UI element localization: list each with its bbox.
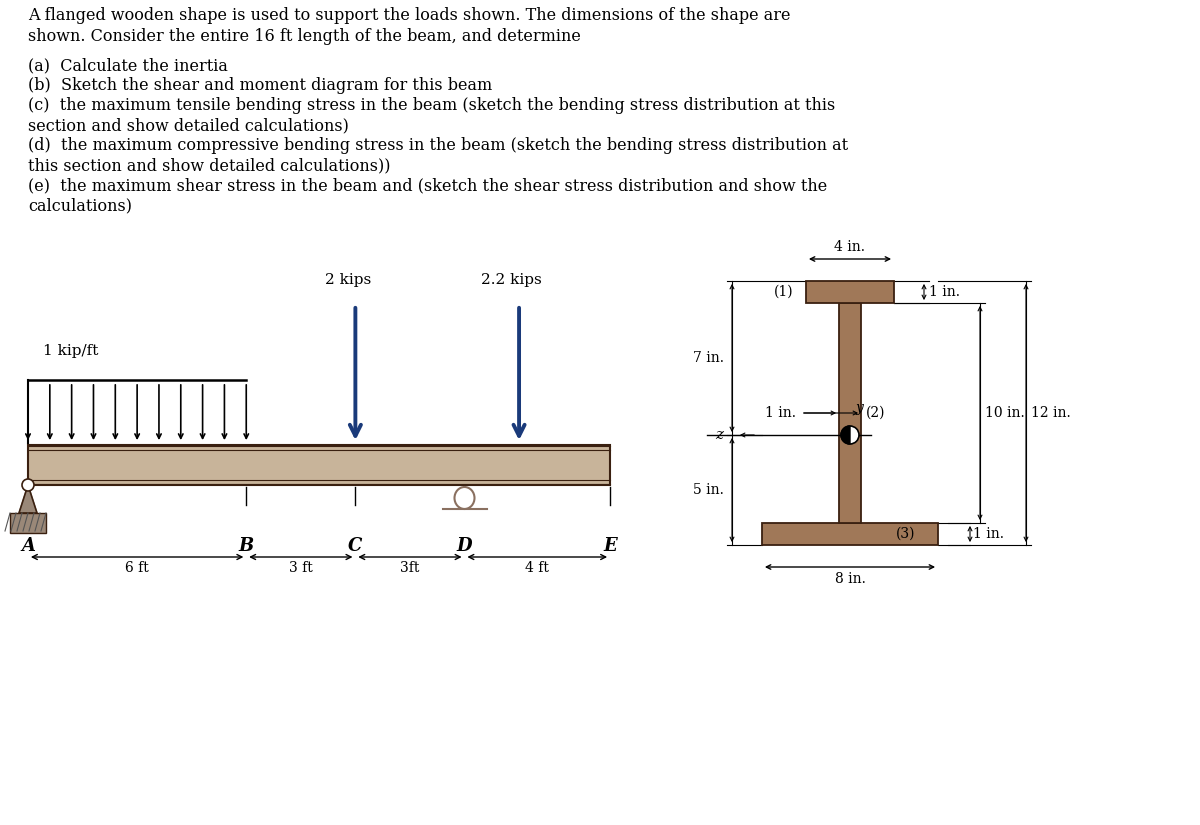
Text: 8 in.: 8 in.: [834, 572, 865, 586]
Text: 1 in.: 1 in.: [973, 527, 1004, 541]
Bar: [806, 281, 894, 303]
Text: (2): (2): [866, 406, 886, 420]
Text: 2 kips: 2 kips: [325, 273, 372, 287]
Ellipse shape: [455, 487, 474, 509]
Text: 4 ft: 4 ft: [526, 561, 550, 575]
Text: (3): (3): [896, 527, 916, 541]
Text: (b)  Sketch the shear and moment diagram for this beam: (b) Sketch the shear and moment diagram …: [28, 77, 492, 94]
Text: 4 in.: 4 in.: [834, 240, 865, 254]
Text: 1 kip/ft: 1 kip/ft: [43, 344, 98, 358]
Text: A: A: [22, 537, 35, 555]
Text: 1 in.: 1 in.: [766, 406, 796, 420]
Text: 7 in.: 7 in.: [694, 351, 724, 365]
Text: (1): (1): [774, 285, 793, 299]
Text: 2.2 kips: 2.2 kips: [481, 273, 542, 287]
Text: section and show detailed calculations): section and show detailed calculations): [28, 117, 349, 134]
Text: this section and show detailed calculations)): this section and show detailed calculati…: [28, 157, 390, 174]
Text: (a)  Calculate the inertia: (a) Calculate the inertia: [28, 57, 228, 74]
Circle shape: [841, 426, 859, 444]
Text: (d)  the maximum compressive bending stress in the beam (sketch the bending stre: (d) the maximum compressive bending stre…: [28, 137, 848, 154]
Text: A flanged wooden shape is used to support the loads shown. The dimensions of the: A flanged wooden shape is used to suppor…: [28, 7, 791, 24]
Text: 12 in.: 12 in.: [1031, 406, 1070, 420]
Text: 3 ft: 3 ft: [289, 561, 313, 575]
Text: D: D: [457, 537, 473, 555]
Text: y: y: [856, 401, 864, 415]
Text: shown. Consider the entire 16 ft length of the beam, and determine: shown. Consider the entire 16 ft length …: [28, 28, 581, 45]
Polygon shape: [841, 426, 850, 444]
Bar: [839, 303, 862, 523]
Text: 1 in.: 1 in.: [929, 285, 960, 299]
Text: B: B: [239, 537, 254, 555]
Bar: [28, 445, 610, 485]
Text: z: z: [715, 428, 722, 442]
Text: (e)  the maximum shear stress in the beam and (sketch the shear stress distribut: (e) the maximum shear stress in the beam…: [28, 177, 827, 194]
Text: 5 in.: 5 in.: [694, 483, 724, 497]
Text: 6 ft: 6 ft: [125, 561, 149, 575]
Text: (c)  the maximum tensile bending stress in the beam (sketch the bending stress d: (c) the maximum tensile bending stress i…: [28, 97, 835, 114]
Bar: [762, 523, 938, 545]
Bar: [10, 513, 46, 533]
Text: C: C: [348, 537, 362, 555]
Polygon shape: [19, 485, 37, 513]
Text: 3ft: 3ft: [401, 561, 420, 575]
Text: calculations): calculations): [28, 197, 132, 214]
Text: E: E: [604, 537, 617, 555]
Text: 10 in.: 10 in.: [985, 406, 1025, 420]
Circle shape: [22, 479, 34, 491]
